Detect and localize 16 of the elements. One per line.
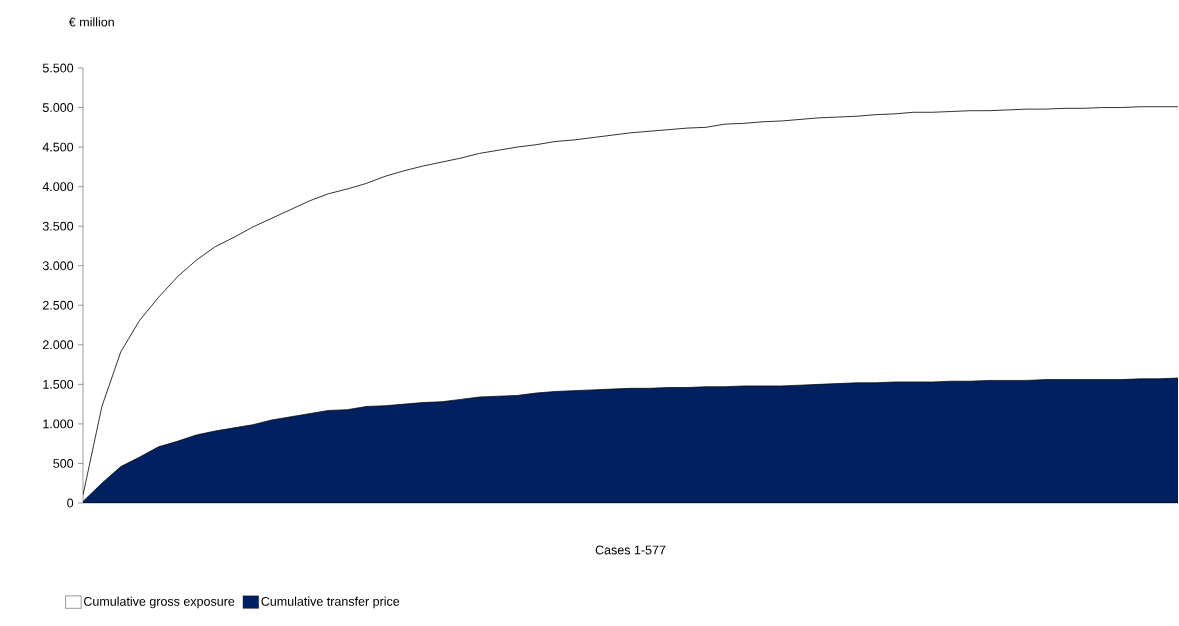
y-tick-label: 5.500	[42, 63, 74, 73]
y-tick-label: 4.000	[42, 182, 74, 192]
legend-label: Cumulative transfer price	[261, 596, 400, 609]
y-tick-label: 4.500	[42, 142, 74, 152]
y-tick-label: 500	[53, 459, 74, 468]
y-tick-label: 2.000	[42, 340, 74, 350]
x-axis-title: Cases 1-577	[595, 545, 666, 555]
y-tick-label: 0	[67, 498, 74, 508]
y-tick-label: 3.000	[42, 261, 74, 271]
y-tick-label: 2.500	[42, 300, 74, 310]
y-tick-label: 1.000	[43, 419, 74, 429]
y-axis-title: € million	[68, 17, 114, 27]
y-tick-label: 5.000	[42, 103, 74, 112]
y-tick-label: 1.500	[43, 379, 74, 389]
legend-label: Cumulative gross exposure	[84, 596, 235, 609]
y-tick-label: 3.500	[42, 221, 74, 231]
